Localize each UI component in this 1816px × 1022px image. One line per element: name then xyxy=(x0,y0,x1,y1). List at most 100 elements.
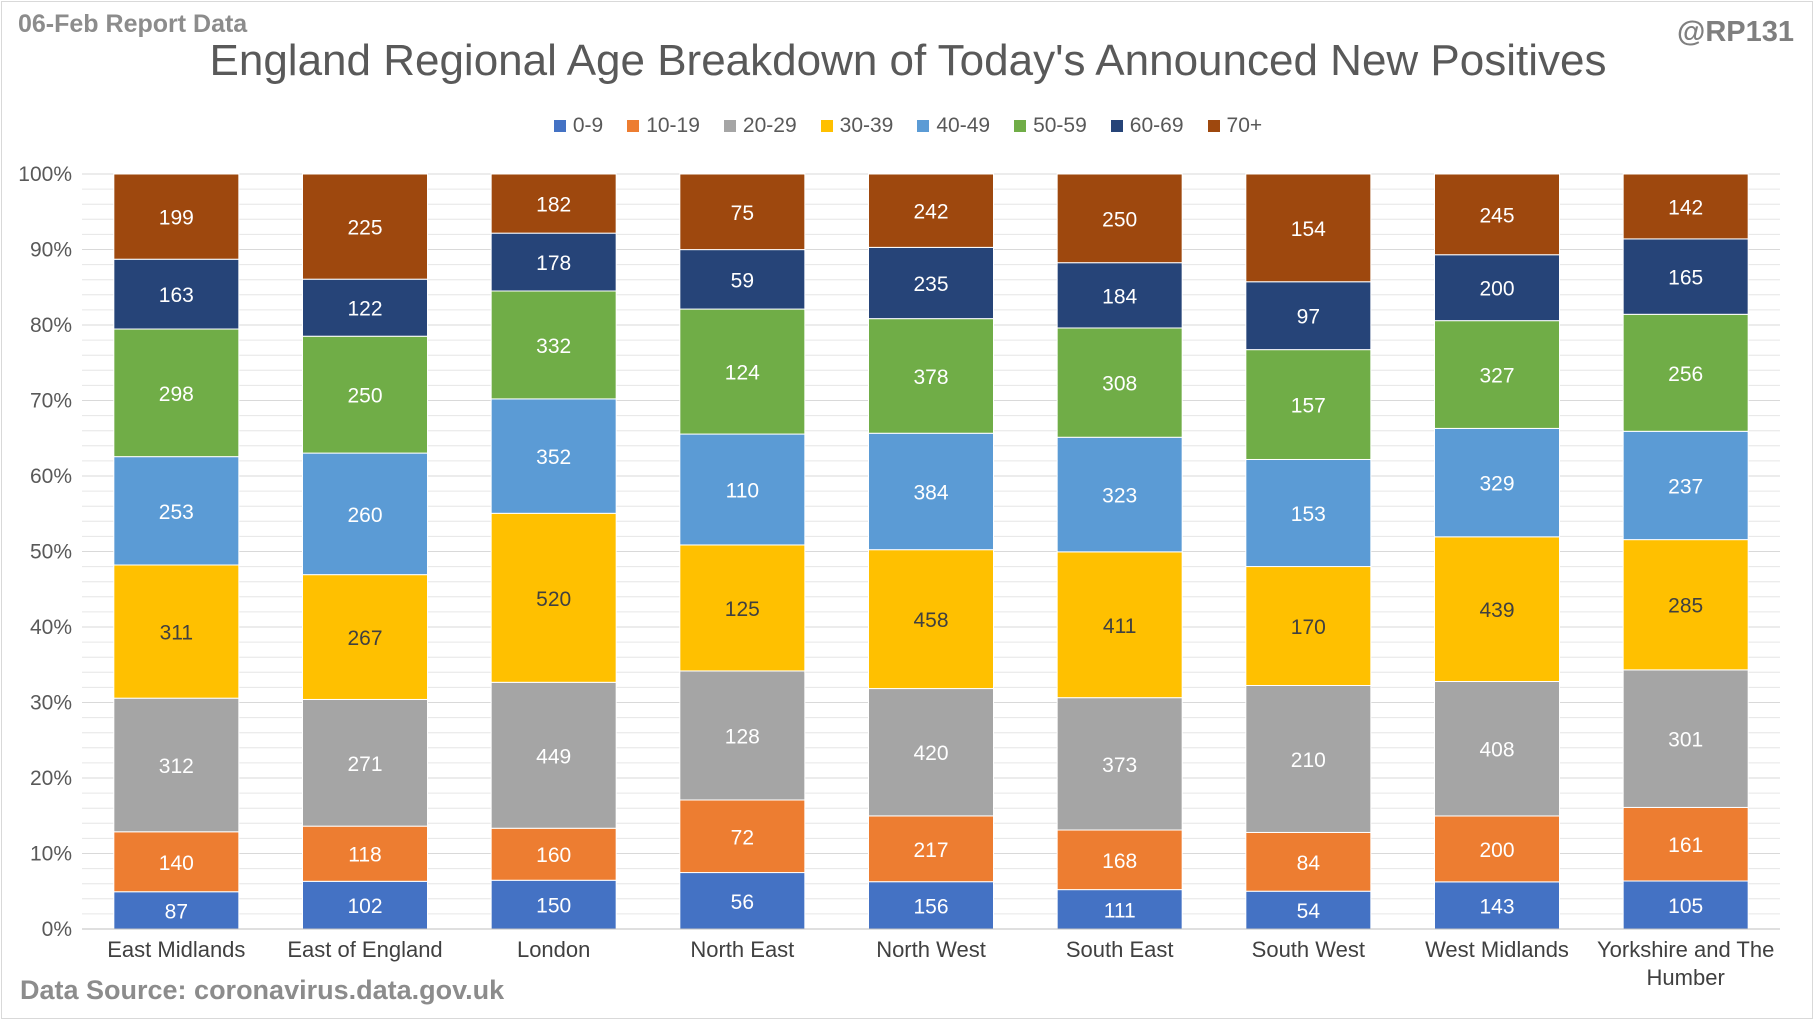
y-tick-label: 20% xyxy=(30,767,72,790)
bar-segment xyxy=(679,308,806,435)
bar-segment xyxy=(868,173,994,248)
bar-segment xyxy=(113,328,240,458)
report-date: 06-Feb Report Data xyxy=(18,10,248,38)
y-tick-label: 0% xyxy=(42,918,72,941)
data-label: 154 xyxy=(1291,218,1326,241)
legend-swatch xyxy=(1207,120,1220,132)
data-label: 75 xyxy=(731,202,754,225)
data-label: 253 xyxy=(159,501,194,524)
legend-item: 70+ xyxy=(1207,114,1262,138)
data-label: 163 xyxy=(159,284,194,307)
legend-item: 0-9 xyxy=(553,114,604,138)
legend-label: 40-49 xyxy=(936,114,991,137)
bar-segment xyxy=(868,815,994,883)
bar-segment xyxy=(1622,669,1749,808)
data-label: 160 xyxy=(536,844,571,867)
bar-segment xyxy=(1434,815,1560,883)
data-source: Data Source: coronavirus.data.gov.uk xyxy=(20,975,505,1005)
bar-segment xyxy=(1434,320,1560,429)
bar-segment xyxy=(302,452,428,576)
data-label: 235 xyxy=(913,273,948,296)
data-label: 168 xyxy=(1102,850,1137,873)
data-label: 384 xyxy=(913,481,948,504)
data-label: 125 xyxy=(725,598,760,621)
bar-segment xyxy=(113,564,240,699)
data-label: 210 xyxy=(1291,749,1326,772)
bar-segment xyxy=(490,827,617,881)
data-label: 256 xyxy=(1668,363,1703,386)
legend-label: 20-29 xyxy=(742,114,797,137)
data-label: 250 xyxy=(347,385,382,408)
data-label: 298 xyxy=(159,383,194,406)
data-label: 153 xyxy=(1291,503,1326,526)
bar-segment xyxy=(302,574,428,700)
x-tick-label: North East xyxy=(690,937,794,962)
y-tick-label: 60% xyxy=(30,465,72,488)
data-label: 140 xyxy=(159,852,194,875)
chart-title: England Regional Age Breakdown of Today'… xyxy=(209,36,1607,85)
bar-segment xyxy=(1245,458,1372,568)
data-label: 178 xyxy=(536,252,571,275)
data-label: 128 xyxy=(725,725,760,748)
bar-segment xyxy=(868,318,994,434)
data-label: 245 xyxy=(1479,204,1514,227)
data-label: 200 xyxy=(1479,278,1514,301)
bar-segment xyxy=(1245,349,1372,460)
data-label: 439 xyxy=(1479,599,1514,622)
bar-segment xyxy=(302,173,428,280)
bar-segment xyxy=(868,881,994,930)
bar-segment xyxy=(1056,327,1183,438)
data-label: 87 xyxy=(165,900,188,923)
data-label: 72 xyxy=(731,826,754,849)
data-label: 267 xyxy=(347,627,382,650)
data-label: 182 xyxy=(536,194,571,217)
legend-label: 10-19 xyxy=(646,114,700,137)
data-label: 102 xyxy=(347,895,382,918)
legend-swatch xyxy=(1110,120,1123,132)
data-label: 411 xyxy=(1103,615,1136,638)
data-label: 142 xyxy=(1668,196,1703,219)
legend-item: 50-59 xyxy=(1014,114,1087,138)
bar-segment xyxy=(1434,881,1560,930)
bar-segment xyxy=(679,544,806,672)
data-label: 312 xyxy=(159,755,194,778)
data-label: 110 xyxy=(726,480,759,503)
data-label: 327 xyxy=(1479,365,1514,388)
bar-segment xyxy=(1434,173,1560,256)
data-label: 301 xyxy=(1668,729,1703,752)
y-tick-label: 70% xyxy=(30,390,72,413)
data-label: 458 xyxy=(913,609,948,632)
legend-label: 0-9 xyxy=(572,114,604,137)
data-label: 56 xyxy=(731,891,754,914)
bar-segment xyxy=(490,290,617,400)
bar-segment xyxy=(679,173,806,251)
y-tick-label: 80% xyxy=(30,314,72,337)
data-label: 332 xyxy=(536,335,571,358)
data-label: 84 xyxy=(1297,852,1321,875)
data-label: 311 xyxy=(160,622,193,645)
data-label: 308 xyxy=(1102,373,1137,396)
legend-label: 50-59 xyxy=(1033,114,1087,137)
x-tick-label: East of England xyxy=(287,937,442,962)
bar-segment xyxy=(1245,173,1372,283)
bar-segment xyxy=(113,456,240,566)
data-label: 156 xyxy=(913,895,948,918)
x-tick-label: London xyxy=(517,937,590,962)
legend-item: 10-19 xyxy=(627,114,700,138)
data-label: 59 xyxy=(731,269,754,292)
data-label: 242 xyxy=(913,201,948,224)
data-label: 373 xyxy=(1102,754,1137,777)
author-handle: @RP131 xyxy=(1677,16,1794,48)
bar-segment xyxy=(302,825,428,882)
data-label: 260 xyxy=(347,504,382,527)
data-label: 170 xyxy=(1291,616,1326,639)
bar-segment xyxy=(1622,539,1749,671)
bar-segment xyxy=(1056,173,1183,264)
legend-label: 60-69 xyxy=(1129,114,1184,137)
bar-segment xyxy=(1434,681,1560,817)
x-tick-label: South West xyxy=(1252,937,1365,962)
bar-segment xyxy=(679,670,806,801)
x-tick-label: East Midlands xyxy=(107,937,245,962)
bar-segment xyxy=(1434,254,1560,322)
